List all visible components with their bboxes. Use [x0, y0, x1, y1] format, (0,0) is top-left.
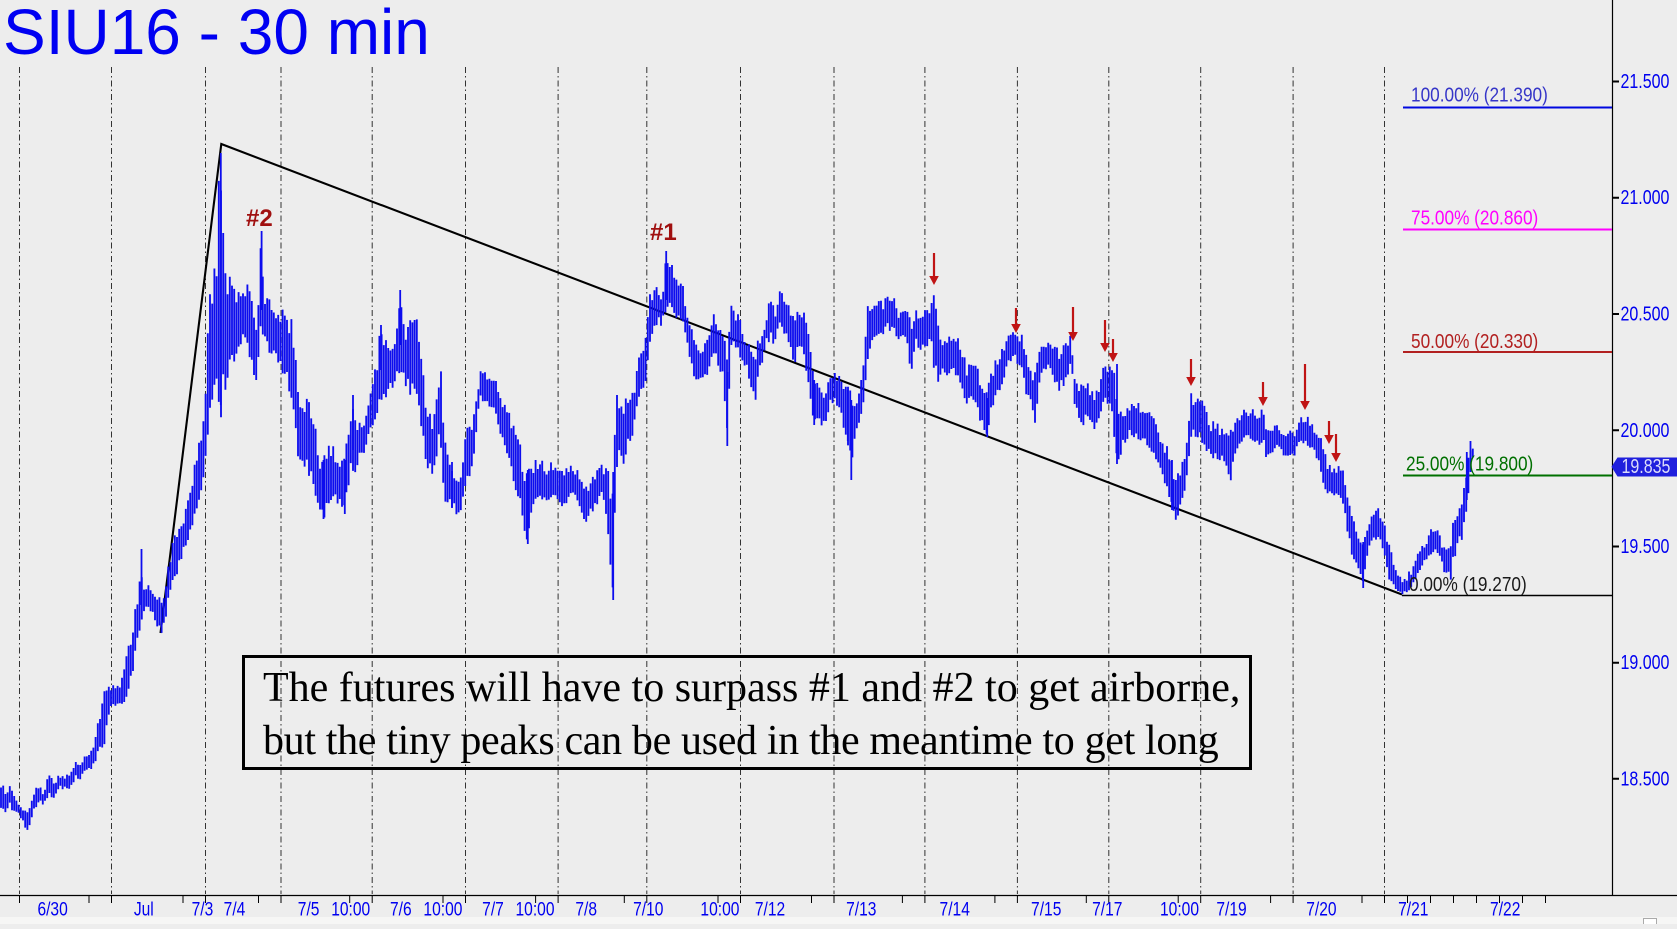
svg-text:21.500: 21.500: [1621, 70, 1670, 92]
svg-text:20.500: 20.500: [1621, 303, 1670, 325]
svg-text:19.835: 19.835: [1622, 455, 1671, 477]
svg-text:#2: #2: [246, 205, 273, 232]
svg-text:100.00% (21.390): 100.00% (21.390): [1411, 84, 1548, 107]
svg-text:but the tiny peaks can be used: but the tiny peaks can be used in the me…: [263, 718, 1219, 764]
svg-text:50.00% (20.330): 50.00% (20.330): [1411, 331, 1538, 354]
svg-text:7/15: 7/15: [1031, 898, 1061, 920]
svg-text:7/3: 7/3: [192, 898, 214, 920]
svg-text:Jul: Jul: [134, 898, 154, 920]
svg-text:7/19: 7/19: [1216, 898, 1246, 920]
svg-text:10:00: 10:00: [1160, 898, 1199, 920]
svg-text:20.000: 20.000: [1621, 419, 1670, 441]
svg-text:7/20: 7/20: [1306, 898, 1336, 920]
svg-text:10:00: 10:00: [516, 898, 555, 920]
svg-text:18.500: 18.500: [1621, 768, 1670, 790]
svg-text:7/21: 7/21: [1398, 898, 1428, 920]
svg-text:#1: #1: [650, 219, 677, 246]
svg-text:7/13: 7/13: [846, 898, 876, 920]
svg-text:0.00% (19.270): 0.00% (19.270): [1409, 574, 1527, 597]
svg-text:7/14: 7/14: [940, 898, 971, 920]
svg-text:21.000: 21.000: [1621, 187, 1670, 209]
svg-text:7/7: 7/7: [482, 898, 504, 920]
svg-text:6/30: 6/30: [37, 898, 67, 920]
svg-text:7/5: 7/5: [298, 898, 320, 920]
svg-text:SIU16 - 30 min: SIU16 - 30 min: [3, 0, 430, 68]
svg-text:19.000: 19.000: [1621, 652, 1670, 674]
svg-text:25.00% (19.800): 25.00% (19.800): [1406, 453, 1533, 476]
svg-text:10:00: 10:00: [423, 898, 462, 920]
svg-text:7/4: 7/4: [224, 898, 246, 920]
svg-text:7/8: 7/8: [575, 898, 597, 920]
svg-text:7/17: 7/17: [1092, 898, 1122, 920]
svg-text:10:00: 10:00: [331, 898, 370, 920]
svg-text:7/12: 7/12: [755, 898, 785, 920]
svg-text:The futures will have to surpa: The futures will have to surpass #1 and …: [263, 665, 1240, 711]
svg-text:10:00: 10:00: [700, 898, 739, 920]
svg-text:7/22: 7/22: [1490, 898, 1520, 920]
svg-text:7/6: 7/6: [390, 898, 412, 920]
svg-text:19.500: 19.500: [1621, 535, 1670, 557]
svg-text:7/10: 7/10: [633, 898, 663, 920]
svg-text:75.00% (20.860): 75.00% (20.860): [1411, 207, 1538, 230]
